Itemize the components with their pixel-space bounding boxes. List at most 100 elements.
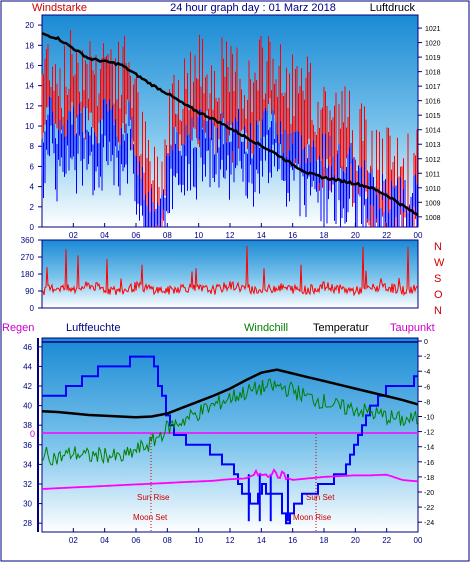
y2-tick-label: 1012 [425, 157, 441, 164]
x-tick-label: 00 [414, 536, 423, 545]
compass-label: N [434, 305, 442, 317]
y2-tick-label: -18 [424, 475, 434, 482]
windstarke-label: Windstarke [32, 2, 87, 14]
x-tick-label: 08 [163, 536, 172, 545]
y-tick-label: 0 [30, 304, 35, 313]
x-tick-label: 18 [320, 231, 329, 240]
x-tick-label: 04 [100, 536, 109, 545]
x-tick-label: 22 [382, 231, 391, 240]
y-tick-label: 28 [23, 519, 32, 528]
wind-direction-plot [41, 239, 419, 309]
temperatur-label: Temperatur [313, 322, 369, 334]
y-tick-label: 30 [23, 500, 32, 509]
y2-tick-label: -2 [424, 354, 430, 361]
moon-set-label: Moon Set [133, 513, 168, 522]
y-tick-label: 360 [21, 236, 35, 245]
graph-title: 24 hour graph day : 01 Marz 2018 [170, 2, 336, 14]
x-tick-label: 02 [69, 231, 78, 240]
sun-set-label: Sun Set [306, 493, 335, 502]
y2-tick-label: -14 [424, 445, 434, 452]
y2-tick-label: 1019 [425, 55, 441, 62]
x-tick-label: 06 [132, 231, 141, 240]
x-tick-label: 14 [257, 231, 266, 240]
x-tick-label: 10 [194, 231, 203, 240]
y2-tick-label: 1017 [425, 84, 441, 91]
compass-label: W [434, 257, 445, 269]
x-tick-label: 16 [288, 536, 297, 545]
x-tick-label: 10 [194, 536, 203, 545]
x-tick-label: 12 [226, 231, 235, 240]
wind-direction-axes: 0 90 180 270 360 [21, 236, 42, 313]
y-tick-label: 44 [23, 362, 32, 371]
y-tick-label: 18 [25, 41, 34, 50]
y2-tick-label: -16 [424, 460, 434, 467]
x-tick-label: 16 [288, 231, 297, 240]
y-tick-label: 90 [25, 287, 34, 296]
y-tick-label: 8 [30, 142, 35, 151]
x-tick-label: 06 [132, 536, 141, 545]
wind-pressure-axes: 0246810121416182010081009101010111012101… [25, 21, 441, 240]
y2-tick-label: 1016 [425, 99, 441, 106]
x-tick-label: 18 [320, 536, 329, 545]
wind-direction-series [41, 245, 419, 297]
temperature-line [41, 368, 419, 419]
regen-label: Regen [2, 322, 34, 334]
y2-tick-label: -22 [424, 505, 434, 512]
windchill-line [41, 378, 418, 466]
y2-tick-label: -20 [424, 490, 434, 497]
windchill-label: Windchill [244, 322, 288, 334]
y2-tick-label: 0 [424, 339, 428, 346]
y2-tick-label: -8 [424, 399, 430, 406]
y2-tick-label: 1010 [425, 186, 441, 193]
y-tick-label: 38 [23, 421, 32, 430]
y2-tick-label: 1009 [425, 200, 441, 207]
x-tick-label: 20 [351, 536, 360, 545]
pressure-line [41, 32, 419, 217]
humidity-line [42, 355, 418, 525]
compass-label: O [434, 289, 443, 301]
x-tick-label: 08 [163, 231, 172, 240]
wind-pressure-series [41, 29, 419, 227]
climate-plot [41, 337, 419, 533]
sun-rise-label: Sun Rise [137, 493, 170, 502]
y-tick-label: 16 [25, 61, 34, 70]
y-tick-label: 2 [30, 203, 35, 212]
x-tick-label: 00 [414, 231, 423, 240]
climate-axes: 28 30 32 34 36 38 40 42 44 46 0 -2 -4 -6 -8 -10 -12 -14 -1… [23, 338, 434, 545]
x-tick-label: 12 [226, 536, 235, 545]
y-tick-label: 40 [23, 402, 32, 411]
y2-tick-label: -10 [424, 415, 434, 422]
y2-tick-label: -6 [424, 384, 430, 391]
taupunkt-label: Taupunkt [390, 322, 435, 334]
y2-tick-label: 1013 [425, 142, 441, 149]
y-tick-label: 42 [23, 382, 32, 391]
compass-label: S [434, 273, 441, 285]
y-tick-label: 0 [30, 223, 35, 232]
y-tick-label: 10 [25, 122, 34, 131]
x-tick-label: 22 [382, 536, 391, 545]
y2-tick-label: -4 [424, 369, 430, 376]
wind-direction-line [41, 245, 419, 297]
moon-rise-label: Moon Rise [293, 513, 332, 522]
x-tick-label: 20 [351, 231, 360, 240]
climate-series [41, 355, 419, 525]
y-tick-label: 6 [30, 162, 35, 171]
dewpoint-line [41, 468, 419, 490]
rain-zero-label: 0 [30, 429, 35, 439]
y-tick-label: 34 [23, 460, 32, 469]
y2-tick-label: -24 [424, 520, 434, 527]
y2-tick-label: 1018 [425, 70, 441, 77]
y-tick-label: 20 [25, 21, 34, 30]
y2-tick-label: 1015 [425, 113, 441, 120]
y-tick-label: 46 [23, 343, 32, 352]
y2-tick-label: 1020 [425, 41, 441, 48]
y2-tick-label: -12 [424, 430, 434, 437]
y2-tick-label: 1008 [425, 215, 441, 222]
compass-label: N [434, 241, 442, 253]
y-tick-label: 180 [21, 270, 35, 279]
y-tick-label: 270 [21, 253, 35, 262]
luftfeuchte-label: Luftfeuchte [66, 322, 120, 334]
